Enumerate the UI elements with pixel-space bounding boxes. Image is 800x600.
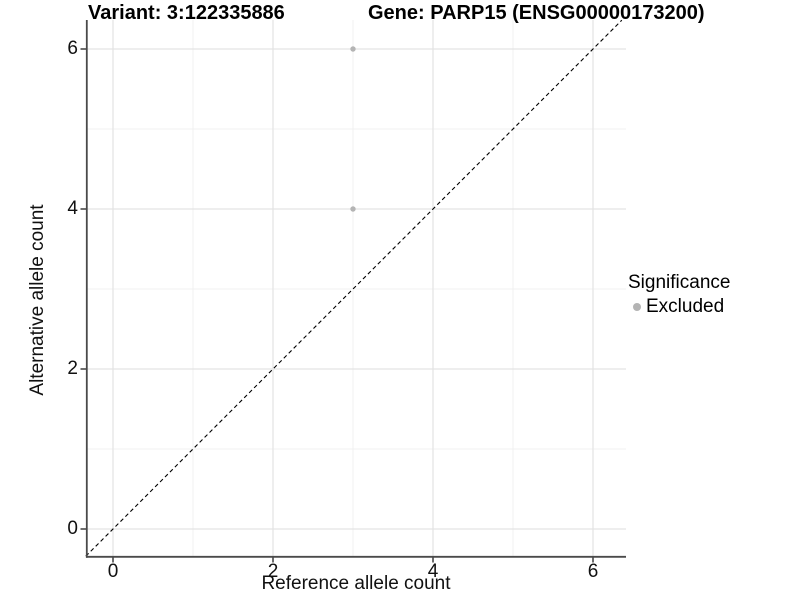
legend-item-excluded: Excluded (628, 295, 730, 318)
x-axis-tick-label: 4 (427, 561, 439, 582)
legend-point-swatch-icon (633, 302, 641, 311)
y-axis-tick-label: 4 (67, 198, 78, 219)
x-axis-tick-label: 2 (267, 561, 279, 582)
legend-title: Significance (628, 272, 731, 293)
y-axis-tick-label: 0 (67, 518, 78, 539)
x-axis-tick-label: 0 (107, 561, 119, 582)
y-axis-title: Alternative allele count (27, 204, 48, 396)
identity-dashed-line (85, 19, 623, 557)
data-point (350, 46, 356, 52)
y-axis-tick-label: 2 (67, 358, 78, 379)
plot-title-variant: Variant: 3:122335886 (88, 2, 285, 24)
legend-item-label: Excluded (646, 296, 725, 317)
x-axis-title: Reference allele count (261, 573, 451, 594)
legend: Significance Excluded (628, 271, 730, 318)
plot-title-gene: Gene: PARP15 (ENSG00000173200) (368, 2, 705, 24)
y-axis-tick-label: 6 (67, 38, 78, 59)
x-axis-tick-label: 6 (587, 561, 599, 582)
data-point (350, 206, 356, 212)
